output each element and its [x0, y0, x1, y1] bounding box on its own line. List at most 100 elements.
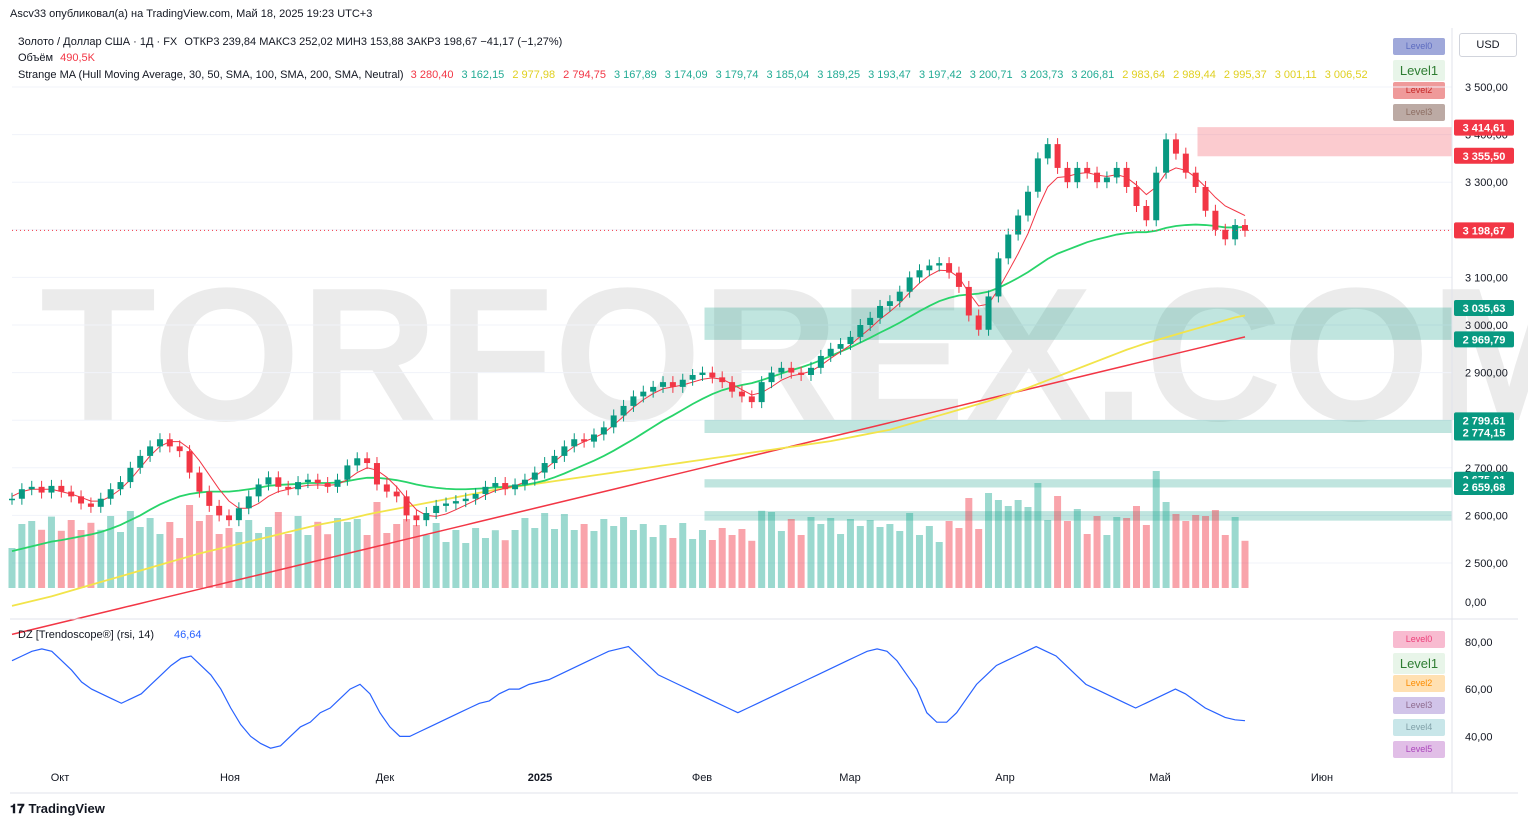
- candle-body: [946, 263, 953, 273]
- volume-bar: [560, 514, 568, 588]
- volume-bar: [264, 527, 272, 588]
- level-badge[interactable]: Level5: [1393, 741, 1445, 758]
- candle-body: [9, 498, 15, 501]
- volume-bar: [481, 538, 489, 588]
- volume-bar: [915, 535, 923, 588]
- volume-bar: [649, 537, 657, 588]
- volume-bar: [639, 524, 647, 588]
- volume-bar: [1211, 510, 1219, 588]
- candle-body: [719, 377, 726, 383]
- volume-bar: [166, 522, 174, 588]
- level-badge[interactable]: Level3: [1393, 697, 1445, 714]
- volume-bar: [738, 529, 746, 588]
- candle-body: [1024, 191, 1031, 216]
- ma-value: 2 794,75: [563, 69, 606, 81]
- candle-body: [1222, 229, 1229, 240]
- candle-body: [1005, 234, 1012, 259]
- candle-body: [985, 296, 992, 330]
- level-badge[interactable]: Level2: [1393, 675, 1445, 692]
- candle-body: [650, 386, 657, 392]
- candle-body: [620, 405, 627, 416]
- volume-bar: [1162, 502, 1170, 588]
- candle-body: [492, 483, 499, 487]
- candle-body: [117, 482, 124, 490]
- volume-bar: [87, 522, 95, 588]
- candle-body: [1133, 186, 1140, 206]
- symbol-title[interactable]: Золото / Доллар США · 1Д · FX: [18, 36, 178, 48]
- tv-logo-icon: 𝟏𝟕: [10, 801, 25, 816]
- candle-body: [354, 458, 361, 466]
- candle-body: [186, 451, 193, 473]
- candle-body: [600, 427, 607, 435]
- ma-value: 3 167,89: [613, 69, 657, 81]
- volume-bar: [531, 528, 539, 588]
- candle-body: [285, 486, 292, 490]
- volume-bar: [1241, 540, 1249, 588]
- candle-body: [729, 382, 736, 392]
- volume-label[interactable]: Объём: [18, 52, 54, 64]
- candle-body: [68, 491, 75, 497]
- tradingview-logo[interactable]: 𝟏𝟕 TradingView: [10, 801, 105, 816]
- x-tick-label: Апр: [995, 772, 1014, 784]
- level-badge[interactable]: Level0: [1393, 38, 1445, 55]
- price-label-bg: [1454, 424, 1514, 441]
- volume-bar: [590, 531, 598, 588]
- candle-body: [433, 505, 440, 514]
- volume-bar: [955, 528, 963, 588]
- ma-label[interactable]: Strange MA (Hull Moving Average, 30, 50,…: [18, 69, 404, 81]
- level-badge[interactable]: Level1: [1393, 60, 1445, 81]
- y-tick-label: 3 000,00: [1465, 320, 1508, 332]
- candle-body: [738, 391, 745, 397]
- price-zone: [704, 479, 1453, 488]
- candle-body: [462, 498, 469, 502]
- candle-body: [324, 483, 331, 487]
- volume-bar: [343, 522, 351, 588]
- volume-bar: [748, 540, 756, 588]
- candle-body: [1192, 172, 1199, 187]
- ma-value: 3 006,52: [1324, 69, 1368, 81]
- level-badge[interactable]: Level0: [1393, 631, 1445, 648]
- x-tick-label: Дек: [376, 772, 395, 784]
- volume-bar: [422, 535, 430, 588]
- ma-value: 3 203,73: [1020, 69, 1064, 81]
- volume-bar: [1004, 506, 1012, 588]
- volume-bar: [797, 535, 805, 588]
- candle-body: [1113, 167, 1120, 178]
- candle-body: [255, 484, 262, 497]
- candle-body: [955, 272, 962, 287]
- candle-body: [226, 515, 233, 521]
- candle-body: [78, 496, 85, 504]
- volume-bar: [1152, 471, 1160, 588]
- level-badge[interactable]: Level1: [1393, 653, 1445, 674]
- candle-body: [1143, 206, 1150, 221]
- ma-value: 3 197,42: [918, 69, 962, 81]
- currency-button[interactable]: USD: [1459, 33, 1517, 57]
- volume-bar: [876, 527, 884, 588]
- ma-value: 2 995,37: [1223, 69, 1267, 81]
- volume-bar: [412, 525, 420, 588]
- volume-bar: [708, 540, 716, 588]
- volume-bar: [896, 531, 904, 588]
- volume-bar: [136, 527, 144, 588]
- candle-body: [48, 485, 55, 493]
- volume-bar: [442, 542, 450, 588]
- candle-body: [896, 291, 903, 302]
- candle-body: [817, 355, 824, 368]
- level-badge[interactable]: Level4: [1393, 719, 1445, 736]
- y-tick-label: 2 900,00: [1465, 368, 1508, 380]
- volume-bar: [1024, 507, 1032, 588]
- candle-body: [1212, 210, 1219, 230]
- volume-bar: [817, 524, 825, 588]
- candle-body: [660, 382, 667, 387]
- level-badge[interactable]: Level2: [1393, 82, 1445, 99]
- volume-bar: [314, 521, 322, 588]
- candle-body: [571, 439, 578, 447]
- volume-legend: Объём 490,5K: [18, 52, 95, 64]
- volume-bar: [235, 532, 243, 588]
- candle-body: [669, 382, 676, 387]
- volume-bar: [97, 529, 105, 588]
- candle-body: [1044, 144, 1051, 159]
- rsi-tick-label: 60,00: [1465, 684, 1493, 696]
- level-badge[interactable]: Level3: [1393, 104, 1445, 121]
